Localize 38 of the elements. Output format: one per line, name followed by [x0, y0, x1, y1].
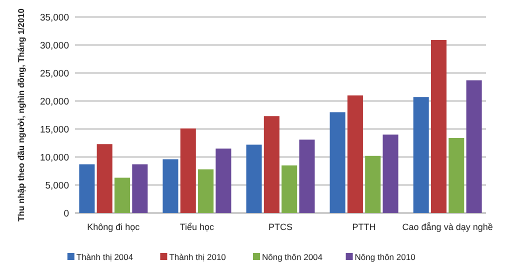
legend-label: Thành thị 2010 [169, 252, 226, 262]
bar [198, 169, 214, 213]
legend-label: Nông thôn 2010 [354, 252, 416, 262]
legend-label: Nông thôn 2004 [262, 252, 323, 262]
y-axis-title: Thu nhập theo đầu người, nghìn đồng, Tháng 1/2010 [16, 8, 26, 222]
x-tick-label: PTTH [352, 222, 376, 232]
legend-label: Thành thị 2004 [76, 252, 134, 262]
bar [347, 95, 363, 213]
bar [162, 159, 178, 213]
bar [299, 140, 315, 213]
bar [132, 164, 148, 213]
bar [264, 116, 280, 213]
y-tick-label: 10,000 [40, 152, 69, 164]
bar [430, 40, 447, 213]
bar [413, 97, 429, 213]
x-tick-label: Không đi học [87, 222, 140, 232]
bar [180, 128, 196, 213]
bar [330, 112, 346, 213]
bar [246, 144, 262, 213]
x-tick-label: Tiểu học [180, 222, 215, 232]
y-tick-label: 20,000 [40, 96, 69, 108]
y-tick-label: 25,000 [40, 68, 69, 80]
bar [79, 164, 95, 213]
bar [382, 134, 398, 213]
y-tick-label: 30,000 [40, 40, 69, 52]
y-tick-label: 35,000 [40, 12, 69, 24]
y-tick-label: 15,000 [40, 124, 69, 136]
bar [114, 178, 130, 213]
bar [466, 80, 482, 213]
bar [282, 165, 298, 213]
bar [216, 148, 232, 213]
bar [96, 144, 112, 213]
y-tick-label: 5,000 [45, 180, 69, 192]
bar [448, 138, 464, 213]
y-tick-label: 0 [64, 208, 69, 220]
x-tick-label: PTCS [268, 222, 293, 232]
bar [365, 156, 381, 213]
x-tick-label: Cao đẳng và dạy nghề [402, 221, 493, 232]
